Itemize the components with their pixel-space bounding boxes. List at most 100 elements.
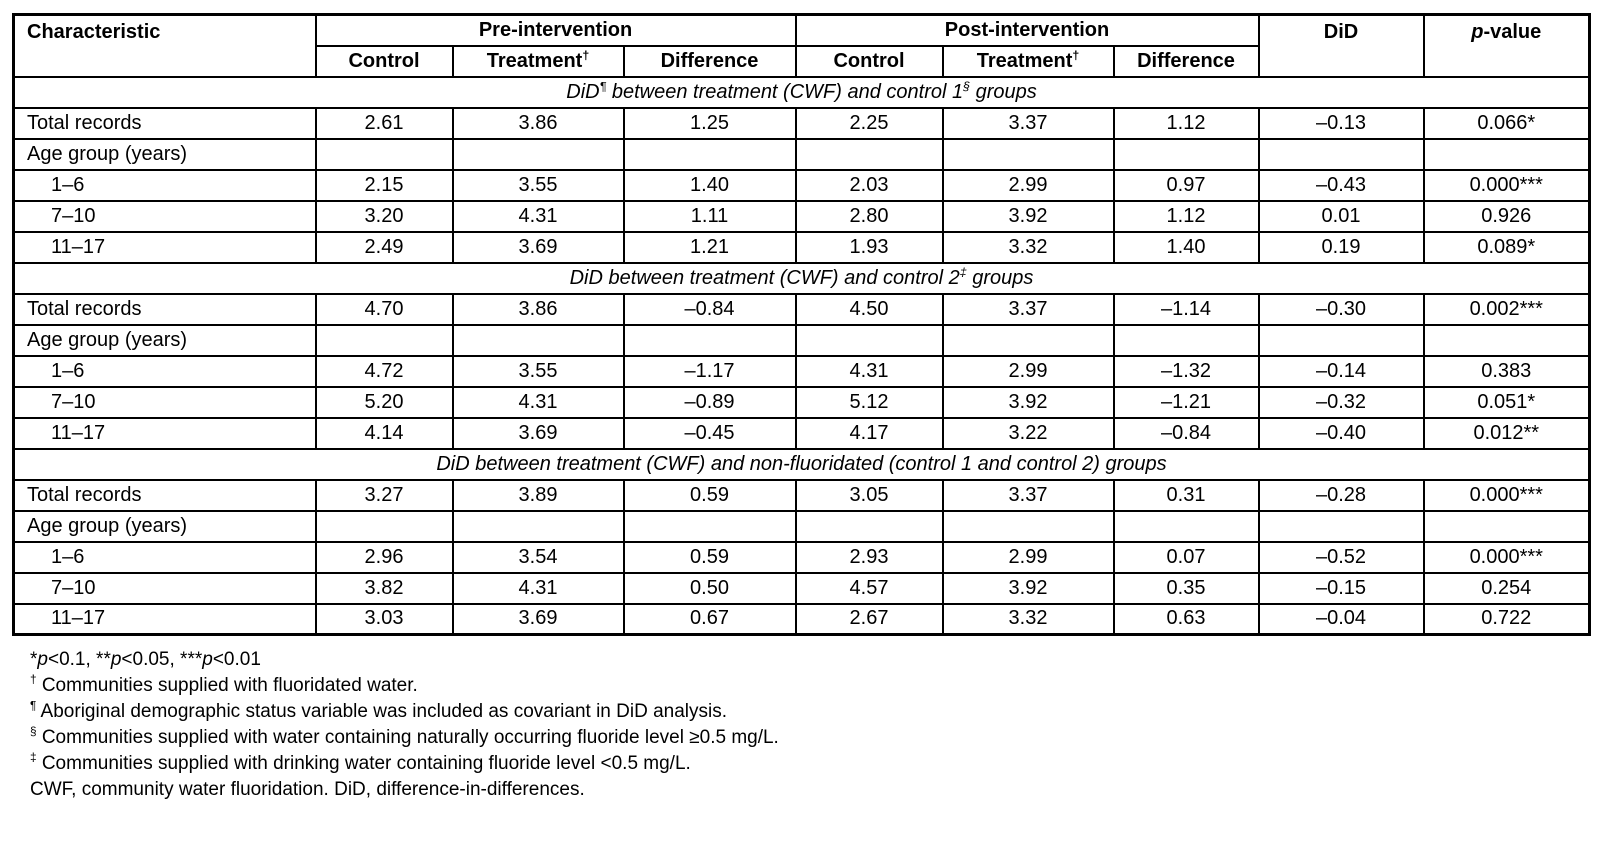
value-cell: 3.69 [451,230,625,264]
value-cell: –0.52 [1257,540,1425,574]
value-cell: 5.12 [794,385,944,419]
value-cell: 4.31 [451,385,625,419]
value-cell [314,509,454,543]
dagger-superscript: † [582,47,590,62]
col-header-pre-control: Control [314,44,454,78]
value-cell: 0.000*** [1422,478,1591,512]
table-row: 7–10 3.20 4.31 1.11 2.80 3.92 1.12 0.01 0.926 [12,199,1591,233]
value-cell [941,509,1115,543]
value-cell: 0.000*** [1422,540,1591,574]
table-row: 1–6 4.72 3.55 –1.17 4.31 2.99 –1.32 –0.14 0.383 [12,354,1591,388]
value-cell: 3.92 [941,199,1115,233]
value-cell: 0.722 [1422,602,1591,636]
value-cell: 4.70 [314,292,454,326]
value-cell: 0.002*** [1422,292,1591,326]
page: Characteristic Pre-intervention Post-int… [12,13,1600,803]
section-title-superscript: ‡ [959,264,967,279]
col-header-p-value: p-value [1422,13,1591,78]
value-cell: 1.12 [1112,199,1260,233]
value-cell: 0.50 [622,571,797,605]
value-cell: 3.22 [941,416,1115,450]
header-row-subcolumns: Control Treatment† Difference Control Tr… [14,44,1590,78]
table-row: 7–10 5.20 4.31 –0.89 5.12 3.92 –1.21 –0.32 0.051… [12,385,1591,419]
table-row: Total records 4.70 3.86 –0.84 4.50 3.37 –1.14–… [12,292,1591,326]
p-value-rest: -value [1483,21,1542,43]
value-cell: –0.30 [1257,292,1425,326]
row-label: 7–10 [12,385,317,419]
value-cell [794,137,944,171]
col-header-characteristic: Characteristic [12,13,317,78]
post-treatment-label: Treatment [976,49,1073,72]
value-cell: 4.31 [451,199,625,233]
value-cell: 3.86 [451,292,625,326]
value-cell: 3.82 [314,571,454,605]
section-title-superscript: ¶ [599,78,607,93]
value-cell [1112,323,1260,357]
value-cell: 3.27 [314,478,454,512]
section-title: DiD¶ between treatment (CWF) and control… [12,75,1591,109]
value-cell: 0.31 [1112,478,1260,512]
value-cell [1257,509,1425,543]
value-cell: –0.45 [622,416,797,450]
value-cell: –0.04 [1257,602,1425,636]
value-cell: 2.25 [794,106,944,140]
dagger-superscript: † [1072,47,1080,62]
value-cell: 5.20 [314,385,454,419]
value-cell: –0.89 [622,385,797,419]
row-label: Total records [12,106,317,140]
value-cell: 4.57 [794,571,944,605]
section-header-row: DiD between treatment (CWF) and control … [12,261,1591,295]
value-cell [941,323,1115,357]
col-header-post-treatment: Treatment† [941,44,1115,78]
value-cell: 2.99 [941,354,1115,388]
row-label: Age group (years) [12,137,317,171]
value-cell: 0.051* [1422,385,1591,419]
value-cell: 0.089* [1422,230,1591,264]
footnote-symbol: ¶ [30,699,37,713]
value-cell [622,323,797,357]
footnote-line: ‡ Communities supplied with drinking wat… [30,751,691,774]
value-cell: –1.14 [1112,292,1260,326]
value-cell: 4.31 [794,354,944,388]
value-cell [314,137,454,171]
value-cell: 4.14 [314,416,454,450]
col-header-pre-intervention: Pre-intervention [314,13,797,47]
value-cell: 3.03 [314,602,454,636]
value-cell: 3.92 [941,385,1115,419]
value-cell [451,509,625,543]
value-cell: 1.40 [1112,230,1260,264]
row-label: 7–10 [12,571,317,605]
value-cell: 0.000*** [1422,168,1591,202]
value-cell: 2.93 [794,540,944,574]
value-cell: 0.63 [1112,602,1260,636]
value-cell: 3.86 [451,106,625,140]
value-cell [451,137,625,171]
table-row: Age group (years) [12,137,1591,171]
col-header-post-intervention: Post-intervention [794,13,1260,47]
table-row: Total records 2.61 3.86 1.25 2.25 3.37 1.12 –0.… [12,106,1591,140]
value-cell: 0.066* [1422,106,1591,140]
row-label: Age group (years) [12,323,317,357]
footnote-line: † Communities supplied with fluoridated … [30,673,418,696]
col-header-post-difference: Difference [1112,44,1260,78]
value-cell: 4.31 [451,571,625,605]
value-cell: 3.37 [941,292,1115,326]
value-cell: 1.93 [794,230,944,264]
value-cell: 2.15 [314,168,454,202]
row-label: 1–6 [12,168,317,202]
footnotes: *p<0.1, **p<0.05, ***p<0.01 † Communities… [30,647,1600,803]
value-cell [1422,323,1591,357]
value-cell: –0.28 [1257,478,1425,512]
value-cell: 0.254 [1422,571,1591,605]
value-cell: 0.383 [1422,354,1591,388]
row-label: 11–17 [12,602,317,636]
header-row-groups: Characteristic Pre-intervention Post-int… [12,13,1591,78]
value-cell: 3.55 [451,354,625,388]
value-cell: 0.012** [1422,416,1591,450]
value-cell: 2.49 [314,230,454,264]
value-cell: 0.01 [1257,199,1425,233]
value-cell: 2.80 [794,199,944,233]
footnote-line: *p<0.1, **p<0.05, ***p<0.01 [30,649,261,670]
footnote-line: ¶ Aboriginal demographic status variable… [30,699,728,722]
table-row: 11–17 3.03 3.69 0.67 2.67 3.32 0.63 –0.04 0.722 [12,602,1591,636]
